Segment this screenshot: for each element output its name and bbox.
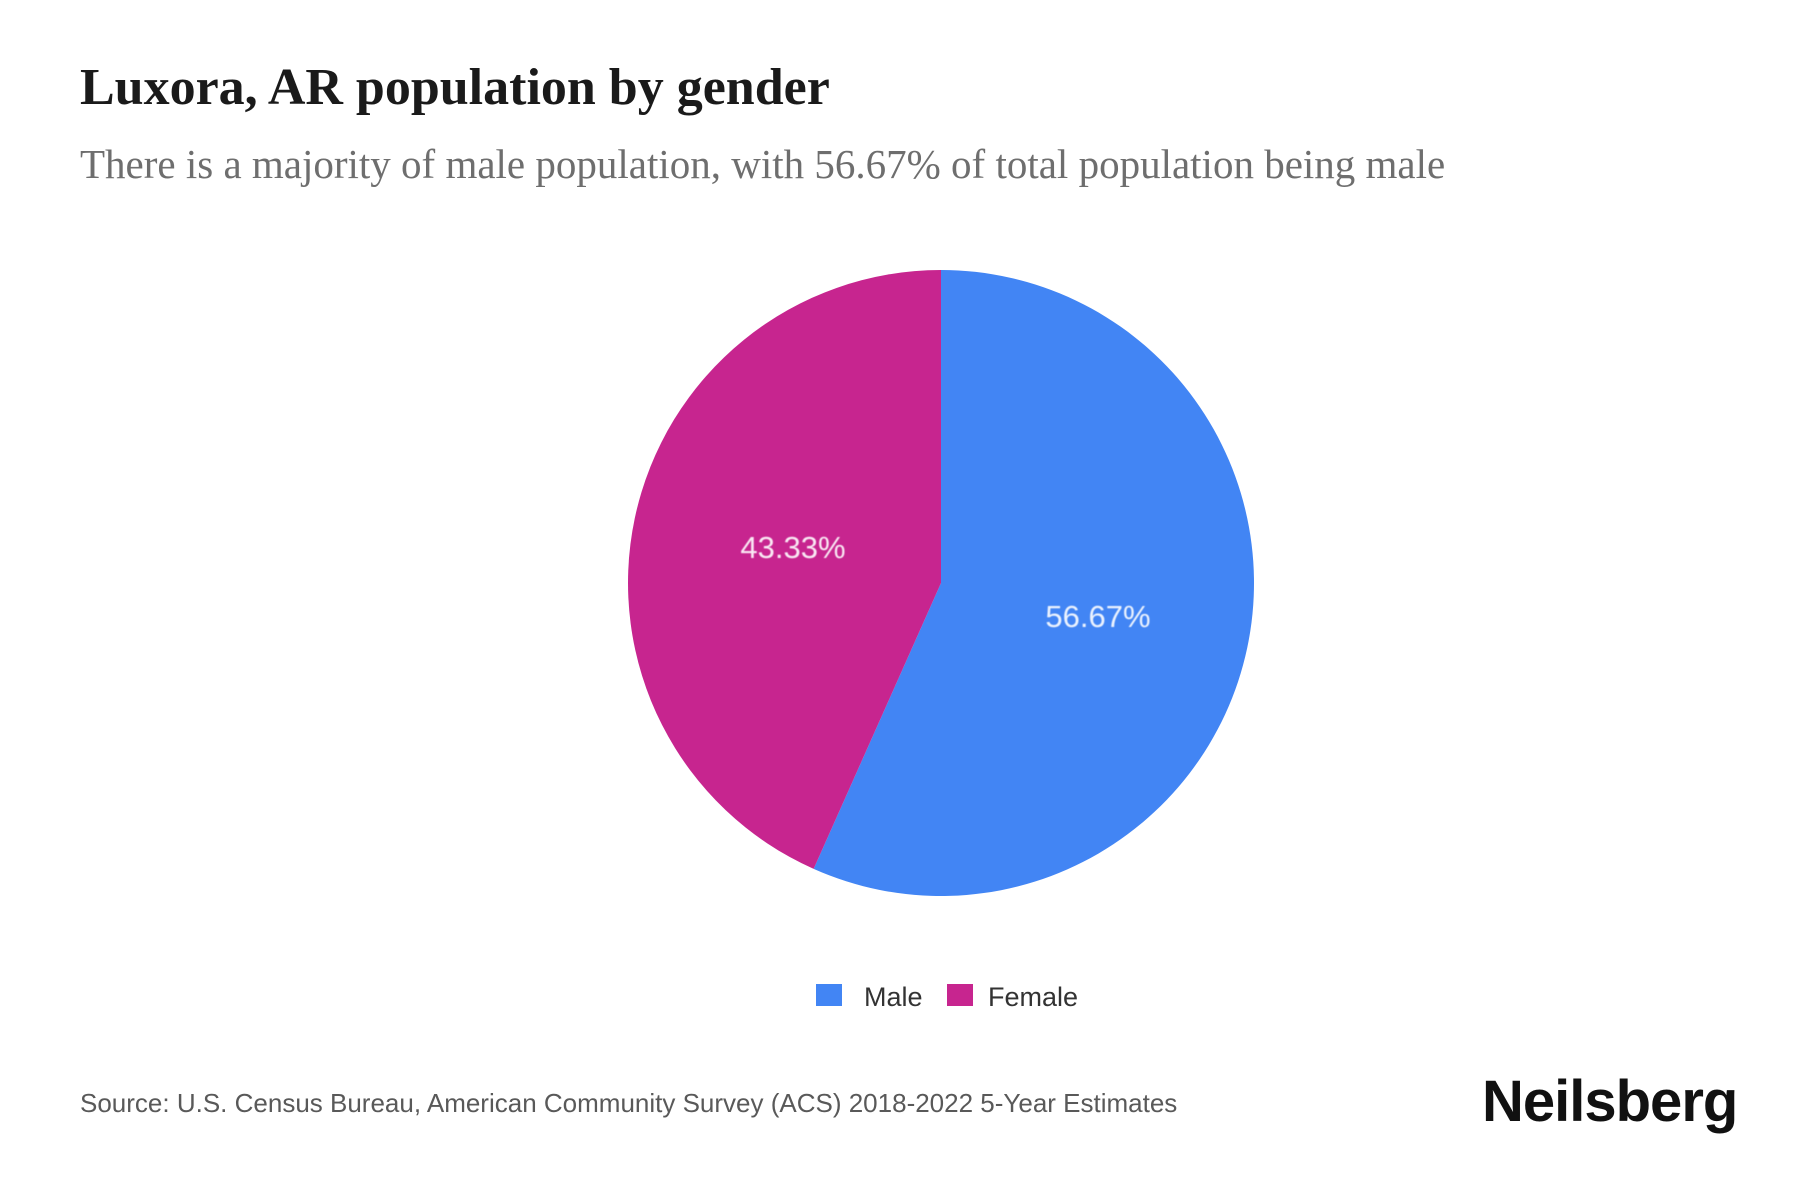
svg-text:56.67%: 56.67% (1045, 599, 1150, 634)
svg-text:43.33%: 43.33% (740, 530, 845, 565)
